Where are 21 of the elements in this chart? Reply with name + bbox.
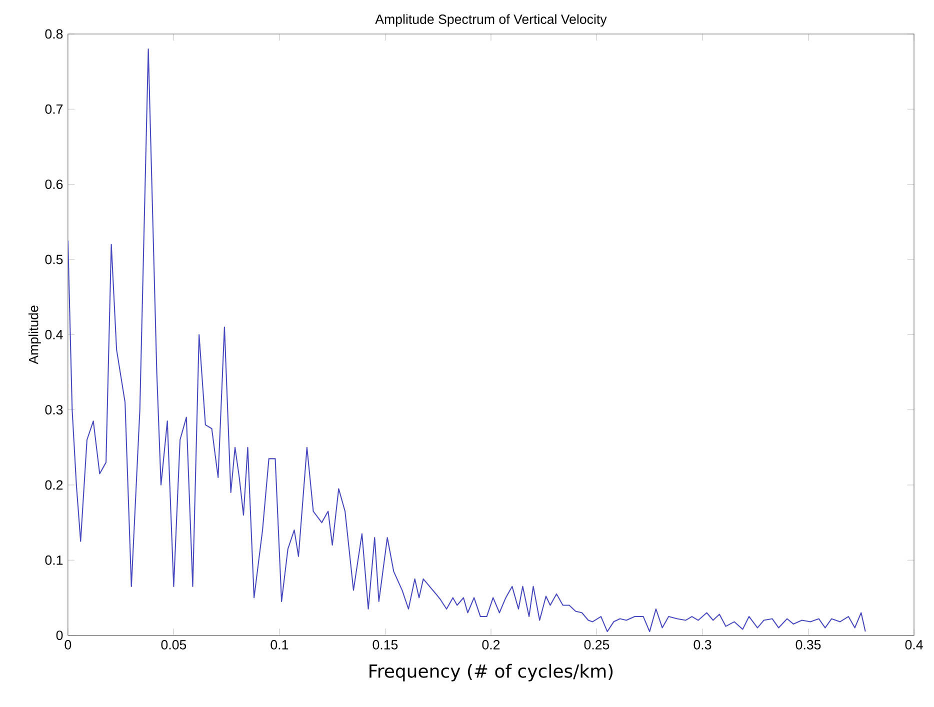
x-tick-label: 0.4	[905, 640, 923, 650]
x-tick-label: 0.05	[161, 640, 186, 650]
y-tick-label: 0.5	[45, 254, 63, 264]
y-tick-label: 0	[56, 630, 63, 640]
x-tick-label: 0.3	[694, 640, 712, 650]
y-tick-label: 0.4	[45, 330, 63, 340]
y-tick-label: 0.7	[45, 104, 63, 114]
y-axis-title: Amplitude	[28, 306, 41, 364]
x-axis-title: Frequency (# of cycles/km)	[370, 664, 613, 682]
x-tick-label: 0	[64, 640, 72, 650]
y-tick-label: 0.6	[45, 179, 63, 189]
y-tick-label: 0.1	[45, 555, 63, 565]
y-tick-label: 0.2	[45, 480, 63, 490]
x-tick-label: 0.2	[482, 640, 500, 650]
x-tick-label: 0.35	[796, 640, 821, 650]
x-tick-label: 0.15	[372, 640, 398, 650]
y-tick-label: 0.8	[45, 29, 63, 39]
y-tick-label: 0.3	[45, 404, 63, 414]
chart-title: Amplitude Spectrum of Vertical Velocity	[375, 14, 607, 26]
x-tick-label: 0.1	[270, 640, 288, 650]
x-tick-label: 0.25	[584, 640, 610, 650]
